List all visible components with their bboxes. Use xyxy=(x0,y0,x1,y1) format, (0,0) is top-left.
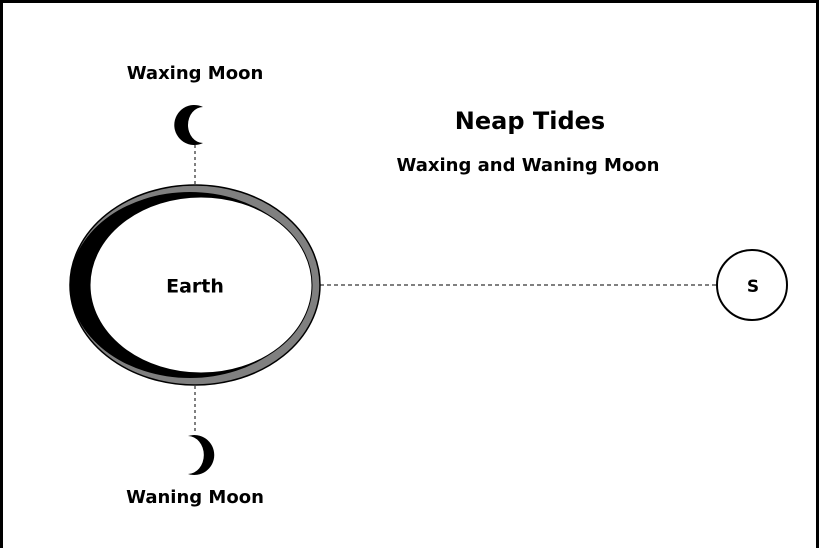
earth-label: Earth xyxy=(166,276,224,298)
moon-label: Waxing Moon xyxy=(127,63,264,84)
sun-label: S xyxy=(747,277,759,297)
waxing-moon xyxy=(174,105,203,145)
sun xyxy=(716,249,788,321)
waning-moon xyxy=(188,435,215,476)
title: Neap Tides xyxy=(455,107,605,135)
earth xyxy=(89,196,313,374)
moon-label: Waning Moon xyxy=(126,487,264,508)
subtitle: Waxing and Waning Moon xyxy=(397,155,660,176)
